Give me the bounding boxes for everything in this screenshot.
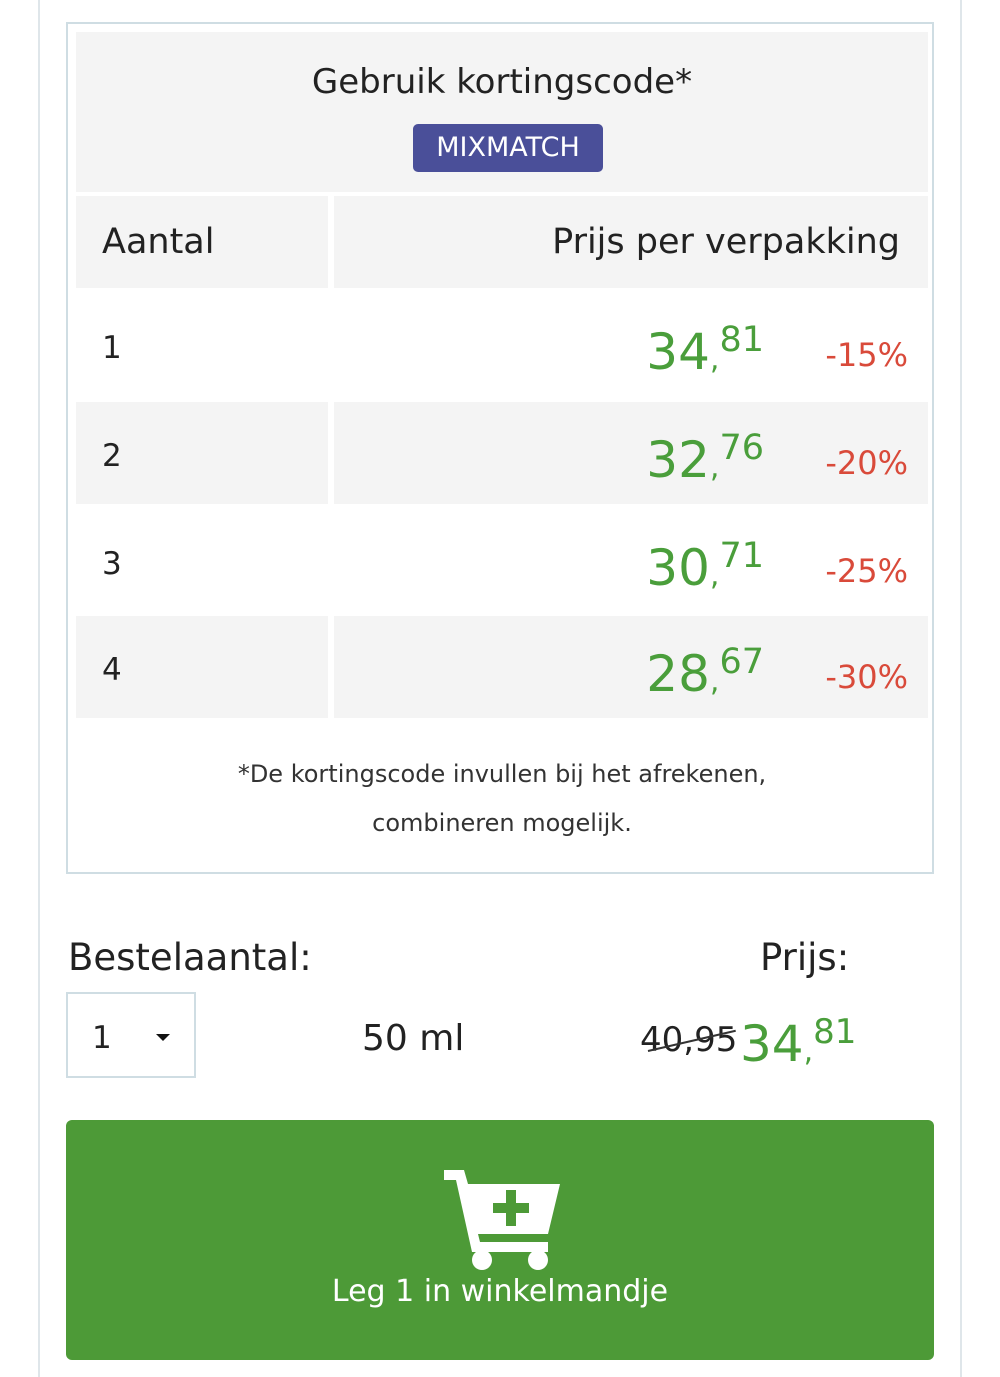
cart-plus-icon	[444, 1170, 560, 1270]
discount-note: *De kortingscode invullen bij het afreke…	[76, 750, 928, 848]
tier-price: 28,67	[646, 642, 764, 703]
add-to-cart-button[interactable]: Leg 1 in winkelmandje	[66, 1120, 934, 1360]
page-frame	[38, 0, 962, 1377]
tier-discount-percent: -15%	[825, 336, 908, 374]
discount-title: Gebruik kortingscode*	[311, 62, 693, 102]
quantity-select[interactable]: 1	[66, 992, 196, 1078]
tier-quantity: 3	[102, 546, 122, 582]
tier-quantity: 2	[102, 438, 122, 474]
order-quantity-label: Bestelaantal:	[68, 936, 312, 979]
table-row: 2 32,76 -20%	[76, 402, 928, 504]
tier-discount-percent: -20%	[825, 444, 908, 482]
discount-header: Gebruik kortingscode* MIXMATCH	[76, 32, 928, 192]
product-volume: 50 ml	[362, 1018, 465, 1059]
tier-price: 30,71	[646, 536, 764, 597]
current-price: 34,81	[740, 1012, 857, 1073]
price-label: Prijs:	[760, 936, 850, 979]
column-header-quantity: Aantal	[76, 196, 328, 288]
caret-down-icon	[156, 1034, 170, 1041]
quantity-select-value: 1	[92, 1020, 112, 1056]
table-row: 1 34,81 -15%	[76, 294, 928, 396]
tier-quantity: 4	[102, 652, 122, 688]
discount-note-line: combineren mogelijk.	[372, 809, 632, 837]
table-row: 4 28,67 -30%	[76, 616, 928, 718]
discount-table: Gebruik kortingscode* MIXMATCH Aantal Pr…	[66, 22, 934, 874]
discount-note-line: *De kortingscode invullen bij het afreke…	[237, 760, 767, 788]
tier-discount-percent: -25%	[825, 552, 908, 590]
column-header-price: Prijs per verpakking	[334, 196, 928, 288]
tier-price: 34,81	[646, 320, 764, 381]
tier-price: 32,76	[646, 428, 764, 489]
discount-code-badge: MIXMATCH	[413, 124, 603, 172]
tier-quantity: 1	[102, 330, 122, 366]
tier-discount-percent: -30%	[825, 658, 908, 696]
add-to-cart-label: Leg 1 in winkelmandje	[331, 1274, 669, 1309]
table-row: 3 30,71 -25%	[76, 510, 928, 612]
